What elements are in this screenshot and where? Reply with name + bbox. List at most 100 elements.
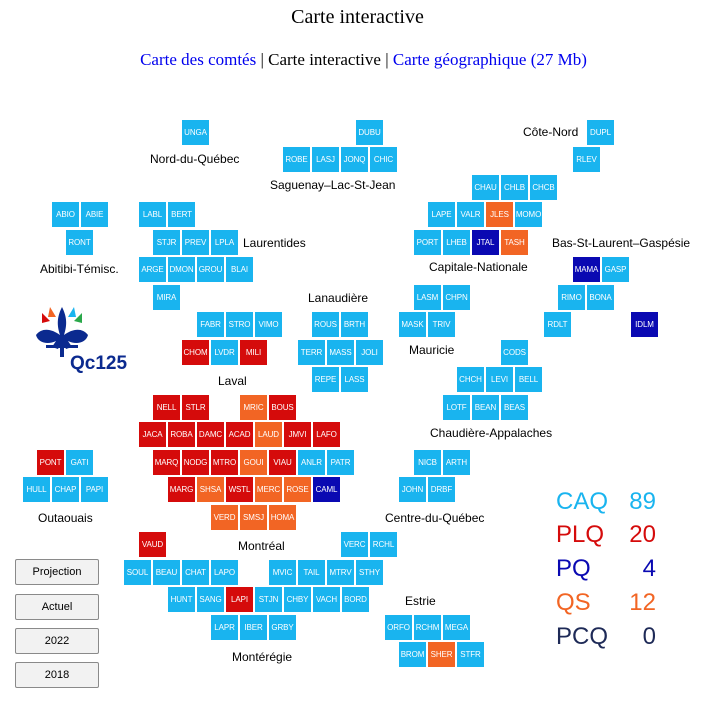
riding-tile-triv[interactable]: TRIV [428, 312, 455, 337]
riding-tile-ront[interactable]: RONT [66, 230, 93, 255]
scenario-button-2018[interactable]: 2018 [15, 662, 99, 688]
riding-tile-chch[interactable]: CHCH [457, 367, 484, 392]
riding-tile-mtro[interactable]: MTRO [211, 450, 238, 475]
riding-tile-mega[interactable]: MEGA [443, 615, 470, 640]
riding-tile-gasp[interactable]: GASP [602, 257, 629, 282]
riding-tile-gati[interactable]: GATI [66, 450, 93, 475]
riding-tile-goui[interactable]: GOUI [240, 450, 267, 475]
riding-tile-lapo[interactable]: LAPO [211, 560, 238, 585]
riding-tile-bord[interactable]: BORD [342, 587, 369, 612]
riding-tile-stfr[interactable]: STFR [457, 642, 484, 667]
riding-tile-bous[interactable]: BOUS [269, 395, 296, 420]
riding-tile-lotf[interactable]: LOTF [443, 395, 470, 420]
riding-tile-vach[interactable]: VACH [313, 587, 340, 612]
riding-tile-sher[interactable]: SHER [428, 642, 455, 667]
riding-tile-nodg[interactable]: NODG [182, 450, 209, 475]
riding-tile-brom[interactable]: BROM [399, 642, 426, 667]
riding-tile-abie[interactable]: ABIE [81, 202, 108, 227]
riding-tile-dubu[interactable]: DUBU [356, 120, 383, 145]
riding-tile-rimo[interactable]: RIMO [558, 285, 585, 310]
scenario-button-actuel[interactable]: Actuel [15, 594, 99, 620]
riding-tile-pont[interactable]: PONT [37, 450, 64, 475]
riding-tile-laud[interactable]: LAUD [255, 422, 282, 447]
riding-tile-lapr[interactable]: LAPR [211, 615, 238, 640]
riding-tile-tash[interactable]: TASH [501, 230, 528, 255]
riding-tile-hull[interactable]: HULL [23, 477, 50, 502]
riding-tile-anlr[interactable]: ANLR [298, 450, 325, 475]
riding-tile-damc[interactable]: DAMC [197, 422, 224, 447]
riding-tile-prev[interactable]: PREV [182, 230, 209, 255]
riding-tile-brth[interactable]: BRTH [341, 312, 368, 337]
riding-tile-hunt[interactable]: HUNT [168, 587, 195, 612]
riding-tile-patr[interactable]: PATR [327, 450, 354, 475]
riding-tile-drbf[interactable]: DRBF [428, 477, 455, 502]
riding-tile-chom[interactable]: CHOM [182, 340, 209, 365]
riding-tile-bona[interactable]: BONA [587, 285, 614, 310]
riding-tile-lheb[interactable]: LHEB [443, 230, 470, 255]
riding-tile-bert[interactable]: BERT [168, 202, 195, 227]
scenario-button-projection[interactable]: Projection [15, 559, 99, 585]
riding-tile-merc[interactable]: MERC [255, 477, 282, 502]
riding-tile-tail[interactable]: TAIL [298, 560, 325, 585]
riding-tile-chcb[interactable]: CHCB [530, 175, 557, 200]
riding-tile-beau[interactable]: BEAU [153, 560, 180, 585]
riding-tile-rlev[interactable]: RLEV [573, 147, 600, 172]
riding-tile-labl[interactable]: LABL [139, 202, 166, 227]
riding-tile-bean[interactable]: BEAN [472, 395, 499, 420]
riding-tile-dupl[interactable]: DUPL [587, 120, 614, 145]
riding-tile-lapi[interactable]: LAPI [226, 587, 253, 612]
riding-tile-beas[interactable]: BEAS [501, 395, 528, 420]
riding-tile-mask[interactable]: MASK [399, 312, 426, 337]
riding-tile-mtrv[interactable]: MTRV [327, 560, 354, 585]
riding-tile-lape[interactable]: LAPE [428, 202, 455, 227]
riding-tile-repe[interactable]: REPE [312, 367, 339, 392]
riding-tile-chat[interactable]: CHAT [182, 560, 209, 585]
riding-tile-papi[interactable]: PAPI [81, 477, 108, 502]
riding-tile-rchm[interactable]: RCHM [414, 615, 441, 640]
riding-tile-john[interactable]: JOHN [399, 477, 426, 502]
riding-tile-idlm[interactable]: IDLM [631, 312, 658, 337]
riding-tile-jonq[interactable]: JONQ [341, 147, 368, 172]
riding-tile-joli[interactable]: JOLI [356, 340, 383, 365]
riding-tile-mric[interactable]: MRIC [240, 395, 267, 420]
riding-tile-sthy[interactable]: STHY [356, 560, 383, 585]
riding-tile-jles[interactable]: JLES [486, 202, 513, 227]
riding-tile-viau[interactable]: VIAU [269, 450, 296, 475]
riding-tile-chpn[interactable]: CHPN [443, 285, 470, 310]
riding-tile-wstl[interactable]: WSTL [226, 477, 253, 502]
riding-tile-rous[interactable]: ROUS [312, 312, 339, 337]
riding-tile-rchl[interactable]: RCHL [370, 532, 397, 557]
riding-tile-chic[interactable]: CHIC [370, 147, 397, 172]
riding-tile-cods[interactable]: CODS [501, 340, 528, 365]
riding-tile-bell[interactable]: BELL [515, 367, 542, 392]
riding-tile-blai[interactable]: BLAI [226, 257, 253, 282]
riding-tile-dmon[interactable]: DMON [168, 257, 195, 282]
riding-tile-homa[interactable]: HOMA [269, 505, 296, 530]
riding-tile-lasj[interactable]: LASJ [312, 147, 339, 172]
riding-tile-nicb[interactable]: NICB [414, 450, 441, 475]
riding-tile-arge[interactable]: ARGE [139, 257, 166, 282]
riding-tile-arth[interactable]: ARTH [443, 450, 470, 475]
riding-tile-stjr[interactable]: STJR [153, 230, 180, 255]
riding-tile-iber[interactable]: IBER [240, 615, 267, 640]
riding-tile-mass[interactable]: MASS [327, 340, 354, 365]
riding-tile-jaca[interactable]: JACA [139, 422, 166, 447]
riding-tile-mira[interactable]: MIRA [153, 285, 180, 310]
riding-tile-vaud[interactable]: VAUD [139, 532, 166, 557]
riding-tile-sang[interactable]: SANG [197, 587, 224, 612]
riding-tile-chap[interactable]: CHAP [52, 477, 79, 502]
riding-tile-chau[interactable]: CHAU [472, 175, 499, 200]
riding-tile-marq[interactable]: MARQ [153, 450, 180, 475]
riding-tile-momo[interactable]: MOMO [515, 202, 542, 227]
riding-tile-terr[interactable]: TERR [298, 340, 325, 365]
riding-tile-nell[interactable]: NELL [153, 395, 180, 420]
riding-tile-chby[interactable]: CHBY [284, 587, 311, 612]
riding-tile-jtal[interactable]: JTAL [472, 230, 499, 255]
riding-tile-lpla[interactable]: LPLA [211, 230, 238, 255]
riding-tile-acad[interactable]: ACAD [226, 422, 253, 447]
riding-tile-jmvi[interactable]: JMVI [284, 422, 311, 447]
riding-tile-levi[interactable]: LEVI [486, 367, 513, 392]
riding-tile-mama[interactable]: MAMA [573, 257, 600, 282]
riding-tile-vimo[interactable]: VIMO [255, 312, 282, 337]
riding-tile-stro[interactable]: STRO [226, 312, 253, 337]
